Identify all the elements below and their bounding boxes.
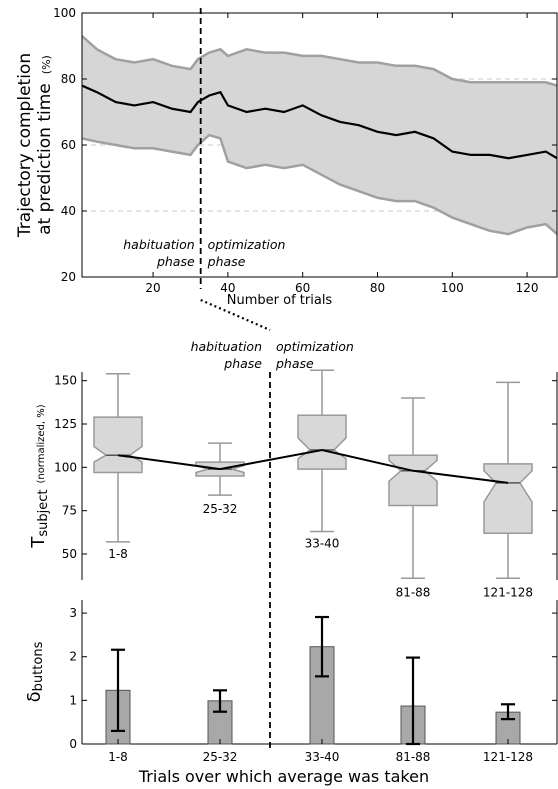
box-label-1-8: 1-8	[108, 547, 128, 561]
bot-x-tick-label-121-128: 121-128	[483, 750, 533, 764]
x-tick-label-60: 60	[295, 281, 310, 295]
bot-y-tick-label-1: 1	[69, 693, 77, 707]
trajectory-x-axis-label: Number of trials	[227, 293, 333, 308]
delta-y-axis-label: δbuttons	[24, 641, 46, 702]
median-connector-line	[117, 448, 509, 484]
bot-y-tick-label-3: 3	[69, 606, 77, 620]
mid-y-tick-label-125: 125	[54, 417, 77, 431]
x-tick-label-40: 40	[220, 281, 235, 295]
mid-y-tick-label-150: 150	[54, 374, 77, 388]
lower-bound-line	[81, 133, 558, 236]
delta-y-label-sub: buttons	[31, 641, 46, 691]
top-optimization-phase-label: phase	[207, 254, 246, 269]
y-tick-label-40: 40	[61, 204, 76, 218]
trajectory-y-label-line2: at prediction time (%)	[35, 55, 55, 235]
tsubject-y-label-sub: subject	[36, 490, 51, 537]
box-121-128	[483, 463, 533, 534]
trajectory-y-label-line1: Trajectory completion	[15, 53, 35, 238]
box-label-121-128: 121-128	[483, 585, 533, 599]
y-tick-label-20: 20	[61, 270, 76, 284]
y-tick-label-100: 100	[53, 6, 76, 20]
mid-y-tick-label-75: 75	[62, 504, 77, 518]
box-label-33-40: 33-40	[305, 536, 340, 550]
tsubject-y-axis-label: Tsubject (normalized, %)	[28, 404, 51, 548]
boxplot-1-8	[93, 372, 143, 543]
tsubject-y-label-unit: (normalized, %)	[36, 404, 47, 483]
trajectory-panel: 20 40 60 80 100 120 20 40 60 80 100 Number of tria…	[15, 6, 558, 308]
mid-habituation-phase-label: phase	[223, 356, 262, 371]
trajectory-y-label-unit: (%)	[40, 55, 53, 74]
delta-y-label-main: δ	[24, 691, 45, 702]
trajectory-y-label-text: at prediction time	[35, 83, 55, 235]
x-tick-label-20: 20	[145, 281, 160, 295]
x-tick-label-80: 80	[370, 281, 385, 295]
bot-x-tick-label-25-32: 25-32	[203, 750, 238, 764]
bot-y-tick-label-2: 2	[69, 650, 77, 664]
box-81-88	[388, 454, 438, 507]
bot-x-tick-label-81-88: 81-88	[396, 750, 431, 764]
box-1-8	[93, 416, 143, 474]
boxplot-33-40	[297, 369, 347, 533]
mid-optimization-phase-label: phase	[275, 356, 314, 371]
mean-line	[81, 84, 558, 160]
mid-y-tick-label-100: 100	[54, 460, 77, 474]
box-label-81-88: 81-88	[396, 585, 431, 599]
boxplot-81-88	[388, 397, 438, 580]
bot-x-tick-label-1-8: 1-8	[108, 750, 128, 764]
box-label-25-32: 25-32	[203, 502, 238, 516]
bot-x-tick-label-33-40: 33-40	[305, 750, 340, 764]
box-33-40	[297, 414, 347, 470]
mid-y-tick-label-50: 50	[62, 547, 77, 561]
mid-optimization-label: optimization	[276, 339, 354, 354]
bar-x-axis-label: Trials over which average was taken	[138, 767, 429, 786]
top-optimization-label: optimization	[208, 237, 286, 252]
x-tick-label-100: 100	[441, 281, 464, 295]
x-tick-label-120: 120	[516, 281, 539, 295]
y-tick-label-60: 60	[61, 138, 76, 152]
top-habituation-phase-label: phase	[156, 254, 195, 269]
upper-bound-line	[81, 35, 558, 87]
tsubject-y-label-main: T	[28, 536, 49, 549]
phase-boundary	[199, 8, 271, 752]
std-band	[82, 36, 557, 235]
bot-y-tick-label-0: 0	[69, 737, 77, 751]
mid-habituation-label: habituation	[191, 339, 262, 354]
top-habituation-label: habituation	[123, 237, 194, 252]
tsubject-boxplot-panel: habituation phase optimization phase 50 7…	[28, 339, 558, 599]
trajectory-y-axis-label: Trajectory completion at prediction time…	[15, 53, 55, 238]
y-tick-label-80: 80	[61, 72, 76, 86]
